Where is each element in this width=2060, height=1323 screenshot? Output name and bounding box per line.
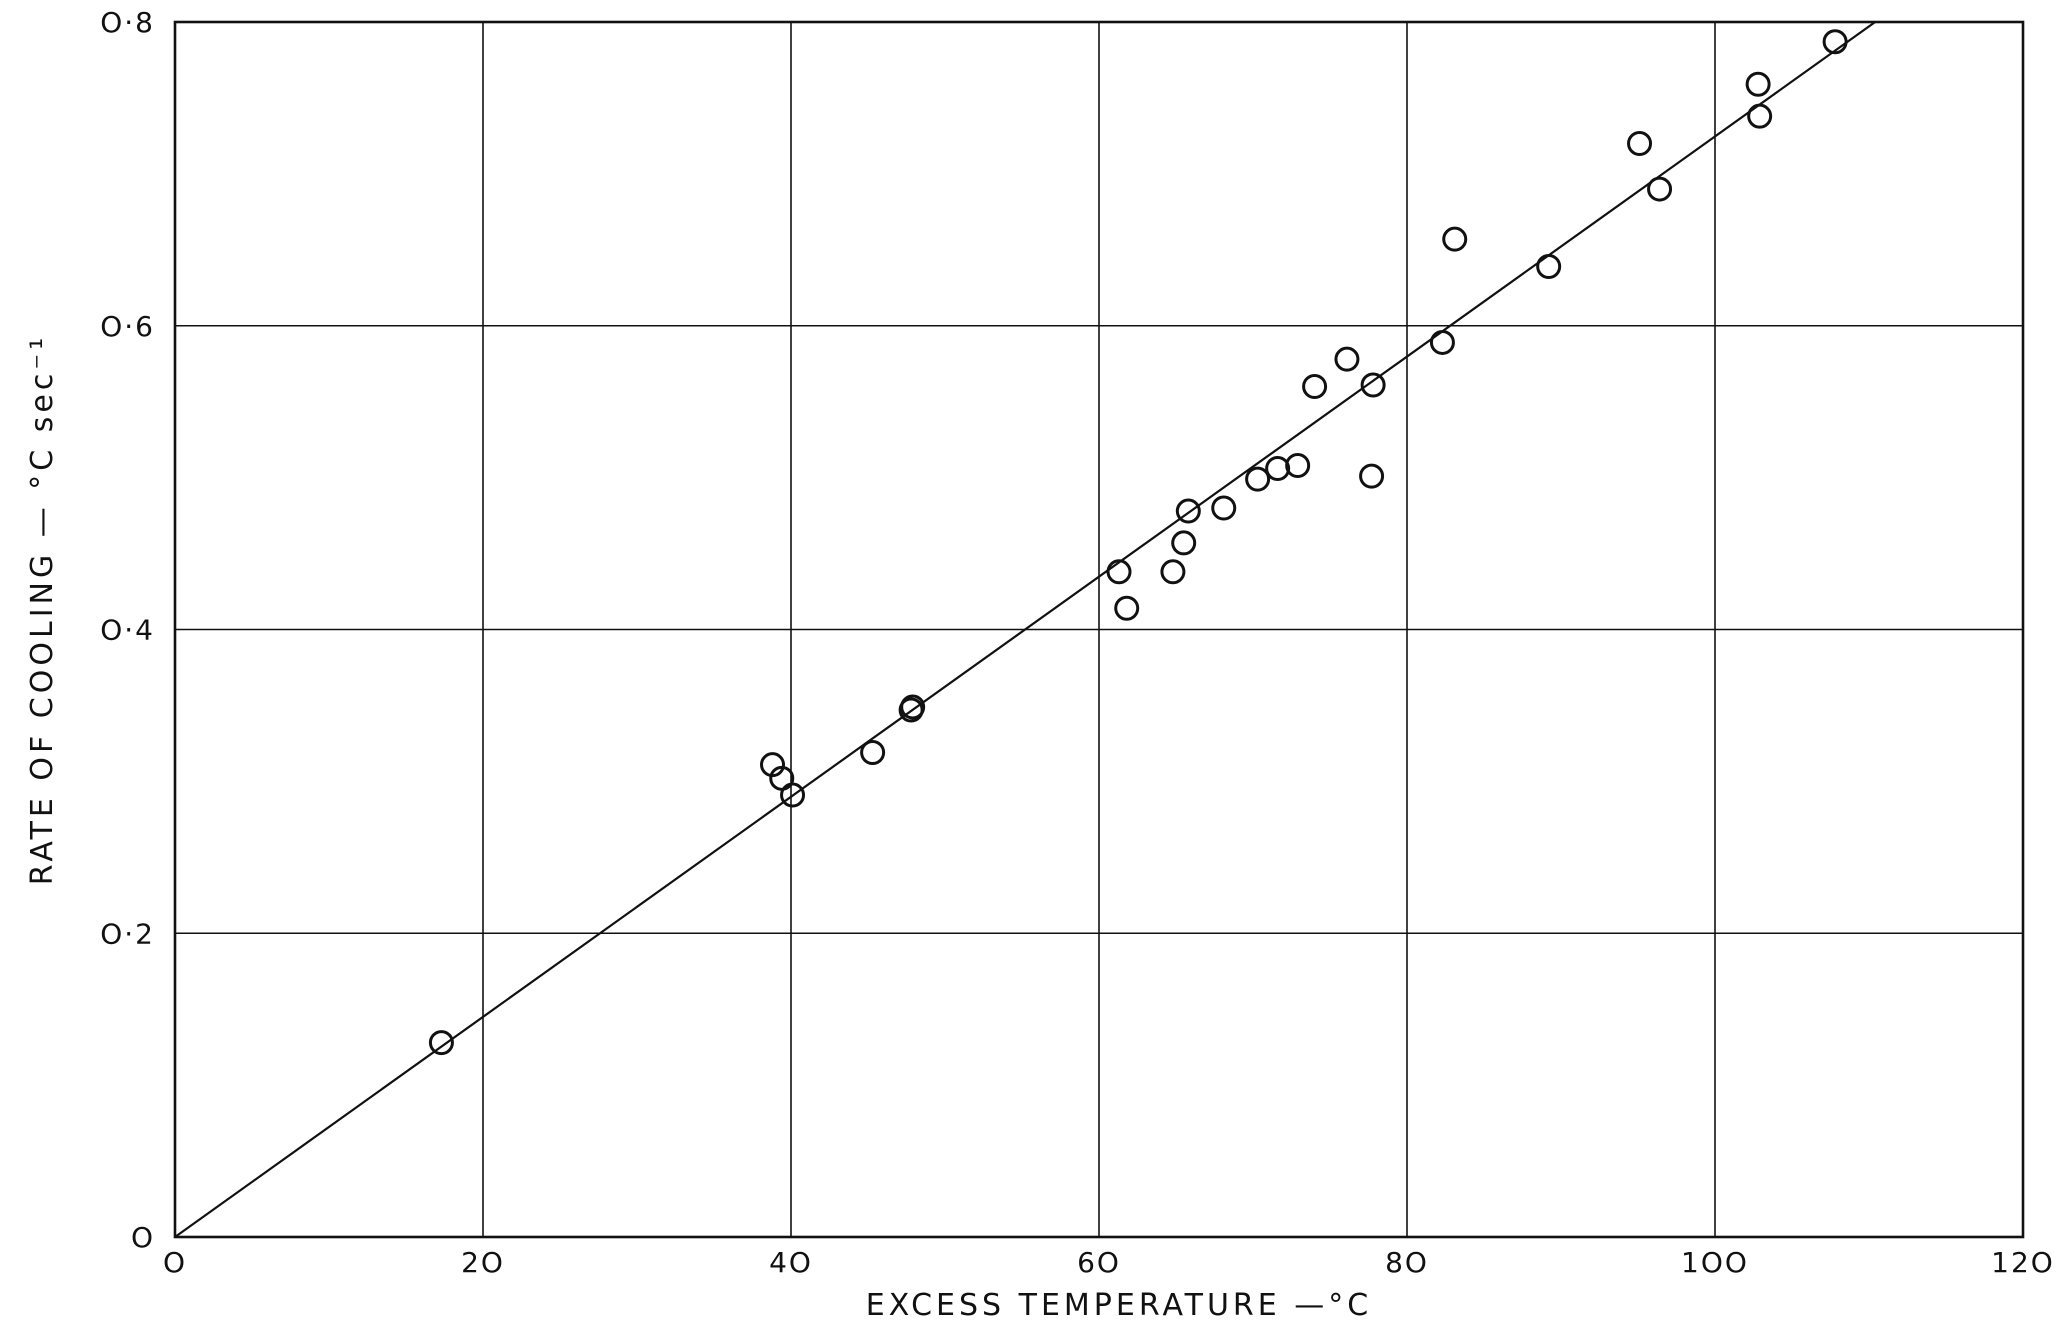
data-point xyxy=(1429,329,1455,355)
x-axis-title: EXCESS TEMPERATURE —°C xyxy=(866,1288,1372,1323)
y-axis-title: RATE OF COOLING — °C sec⁻¹ xyxy=(25,334,60,885)
data-point xyxy=(428,1030,454,1056)
data-point xyxy=(1627,131,1653,156)
x-tick-label: 8O xyxy=(1385,1246,1429,1279)
data-point xyxy=(1114,595,1140,621)
y-tick-labels: O O·2 O·4 O·6 O·8 xyxy=(100,6,155,1254)
data-point xyxy=(1334,346,1360,372)
x-tick-label: 4O xyxy=(769,1246,813,1279)
x-tick-label: 12O xyxy=(1991,1246,2055,1279)
data-point xyxy=(1747,103,1773,129)
data-point xyxy=(1160,559,1186,585)
data-point xyxy=(1745,71,1771,97)
data-point xyxy=(1265,456,1291,482)
data-point xyxy=(1536,254,1562,280)
fit-line xyxy=(174,21,1876,1238)
data-point xyxy=(1211,495,1237,521)
data-point xyxy=(1245,466,1271,492)
data-point xyxy=(1822,29,1848,55)
x-tick-labels: O 2O 4O 6O 8O 1OO 12O xyxy=(163,1246,2055,1279)
data-point xyxy=(860,740,886,766)
y-tick-label: O xyxy=(131,1221,155,1254)
x-tick-label: 6O xyxy=(1077,1246,1121,1279)
x-tick-label: O xyxy=(163,1246,187,1279)
data-point xyxy=(1359,463,1385,489)
y-tick-label: O·2 xyxy=(100,917,155,950)
data-point xyxy=(1285,452,1311,478)
data-point xyxy=(780,782,806,808)
y-tick-label: O·8 xyxy=(100,6,155,39)
data-point xyxy=(900,694,926,720)
data-point xyxy=(1360,372,1386,398)
x-tick-label: 2O xyxy=(461,1246,505,1279)
data-point xyxy=(1175,498,1201,524)
data-points xyxy=(428,29,1848,1056)
data-point xyxy=(1106,559,1132,585)
data-point xyxy=(1302,374,1328,399)
x-tick-label: 1OO xyxy=(1681,1246,1749,1279)
y-tick-label: O·6 xyxy=(100,310,155,343)
plot-frame xyxy=(173,20,2025,1239)
y-tick-label: O·4 xyxy=(100,614,155,647)
grid-lines xyxy=(175,22,2023,1237)
data-point xyxy=(1442,226,1468,252)
data-point xyxy=(1647,176,1673,202)
data-point xyxy=(1171,530,1197,556)
